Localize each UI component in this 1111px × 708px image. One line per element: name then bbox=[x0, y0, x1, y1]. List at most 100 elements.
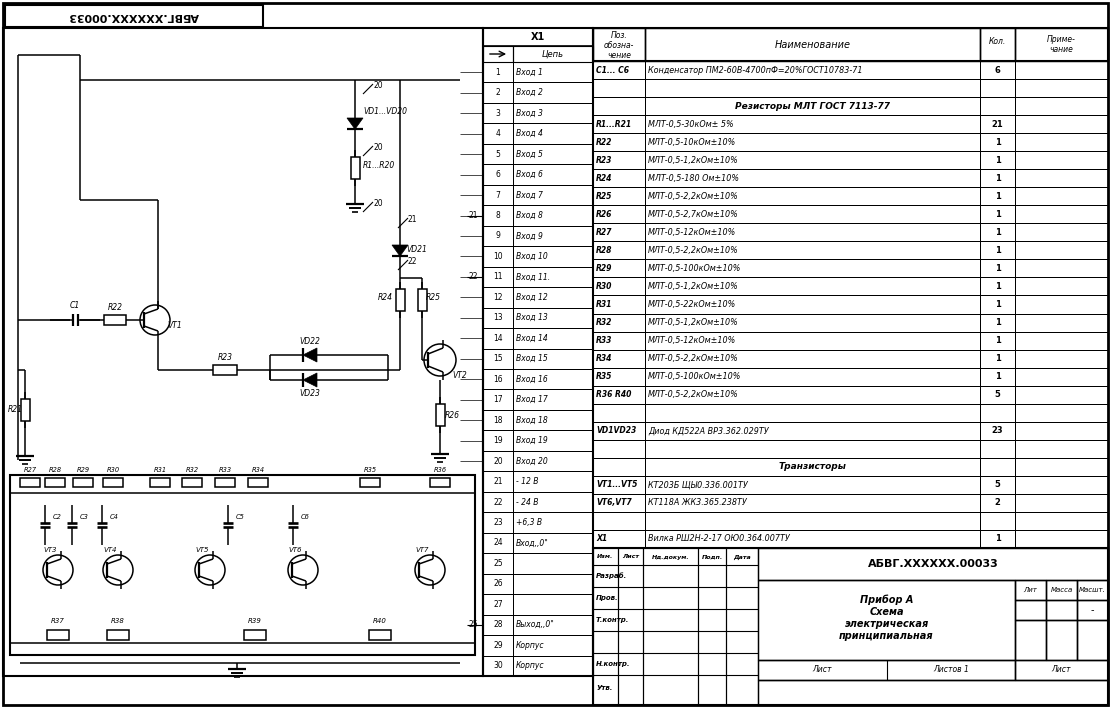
Bar bbox=[483, 82, 513, 103]
Text: R31: R31 bbox=[153, 467, 167, 473]
Text: 2: 2 bbox=[496, 88, 500, 97]
Bar bbox=[483, 226, 513, 246]
Bar bbox=[593, 115, 645, 133]
Bar bbox=[1015, 61, 1108, 79]
Bar bbox=[1015, 331, 1108, 350]
Bar bbox=[20, 399, 30, 421]
Bar bbox=[216, 478, 236, 487]
Bar bbox=[483, 656, 513, 676]
Bar bbox=[369, 630, 391, 640]
Bar bbox=[645, 205, 980, 223]
Bar bbox=[483, 594, 513, 615]
Text: 7: 7 bbox=[496, 190, 500, 200]
Bar bbox=[483, 348, 513, 369]
Bar bbox=[645, 259, 980, 278]
Bar bbox=[593, 187, 645, 205]
Bar bbox=[980, 494, 1015, 512]
Bar bbox=[593, 350, 645, 367]
Text: 6: 6 bbox=[496, 170, 500, 179]
Bar bbox=[1015, 660, 1108, 680]
Text: МЛТ-0,5-22кОм±10%: МЛТ-0,5-22кОм±10% bbox=[648, 300, 737, 309]
Text: R32: R32 bbox=[186, 467, 199, 473]
Text: R39: R39 bbox=[248, 618, 262, 624]
Bar bbox=[1015, 476, 1108, 494]
Text: C1... C6: C1... C6 bbox=[595, 66, 629, 74]
Text: Вход 15: Вход 15 bbox=[516, 354, 548, 363]
Bar bbox=[182, 478, 202, 487]
Text: МЛТ-0,5-12кОм±10%: МЛТ-0,5-12кОм±10% bbox=[648, 228, 737, 237]
Text: 28: 28 bbox=[493, 620, 503, 629]
Text: R23: R23 bbox=[218, 353, 232, 362]
Text: VD21: VD21 bbox=[406, 244, 427, 253]
Bar bbox=[593, 152, 645, 169]
Bar bbox=[513, 246, 593, 267]
Text: Кол.: Кол. bbox=[989, 37, 1007, 45]
Text: МЛТ-0,5-1,2кОм±10%: МЛТ-0,5-1,2кОм±10% bbox=[648, 282, 739, 291]
Text: Вход 12: Вход 12 bbox=[516, 293, 548, 302]
Text: 1: 1 bbox=[994, 173, 1000, 183]
Text: VT2: VT2 bbox=[452, 370, 467, 379]
Bar bbox=[360, 478, 380, 487]
Text: 1: 1 bbox=[994, 156, 1000, 165]
Bar bbox=[483, 103, 513, 123]
Text: Пров.: Пров. bbox=[595, 595, 619, 601]
Text: 10: 10 bbox=[493, 252, 503, 261]
Bar bbox=[593, 404, 645, 422]
Bar bbox=[1015, 223, 1108, 241]
Bar bbox=[513, 615, 593, 635]
Bar bbox=[3, 28, 483, 676]
Text: 1: 1 bbox=[994, 282, 1000, 291]
Text: R36: R36 bbox=[433, 467, 447, 473]
Bar bbox=[593, 548, 618, 705]
Text: R21: R21 bbox=[8, 406, 23, 414]
Text: чание: чание bbox=[1050, 45, 1073, 55]
Bar bbox=[436, 404, 444, 426]
Bar bbox=[645, 97, 980, 115]
Text: R36 R40: R36 R40 bbox=[595, 390, 631, 399]
Bar bbox=[1015, 79, 1108, 97]
Bar bbox=[593, 422, 645, 440]
Text: 6: 6 bbox=[994, 66, 1000, 74]
Bar bbox=[150, 478, 170, 487]
Bar bbox=[645, 61, 980, 79]
Text: C4: C4 bbox=[110, 514, 119, 520]
Text: R38: R38 bbox=[111, 618, 124, 624]
Bar bbox=[513, 573, 593, 594]
Bar bbox=[645, 386, 980, 404]
Text: МЛТ-0,5-12кОм±10%: МЛТ-0,5-12кОм±10% bbox=[648, 336, 737, 345]
Polygon shape bbox=[392, 245, 408, 256]
Bar bbox=[593, 386, 645, 404]
Bar bbox=[1015, 169, 1108, 187]
Bar bbox=[645, 115, 980, 133]
Text: 9: 9 bbox=[496, 232, 500, 241]
Text: Прибор А: Прибор А bbox=[860, 595, 913, 605]
Bar bbox=[1015, 440, 1108, 458]
Bar bbox=[1015, 278, 1108, 295]
Text: МЛТ-0,5-100кОм±10%: МЛТ-0,5-100кОм±10% bbox=[648, 264, 741, 273]
Bar bbox=[645, 494, 980, 512]
Bar bbox=[483, 513, 513, 532]
Bar bbox=[483, 532, 513, 553]
Bar bbox=[483, 28, 593, 676]
Bar bbox=[513, 513, 593, 532]
Text: Лист: Лист bbox=[622, 554, 639, 559]
Text: МЛТ-0,5-2,2кОм±10%: МЛТ-0,5-2,2кОм±10% bbox=[648, 390, 739, 399]
Text: R30: R30 bbox=[107, 467, 120, 473]
Text: VT4: VT4 bbox=[103, 547, 117, 553]
Text: Резисторы МЛТ ГОСТ 7113-77: Резисторы МЛТ ГОСТ 7113-77 bbox=[735, 101, 890, 110]
Text: R23: R23 bbox=[595, 156, 612, 165]
Bar bbox=[1015, 187, 1108, 205]
Text: Корпус: Корпус bbox=[516, 661, 544, 670]
Text: 1: 1 bbox=[994, 318, 1000, 327]
Bar bbox=[593, 278, 645, 295]
Bar bbox=[980, 169, 1015, 187]
Bar bbox=[483, 492, 513, 513]
Bar bbox=[980, 440, 1015, 458]
Text: Корпус: Корпус bbox=[516, 641, 544, 650]
Text: R1...R21: R1...R21 bbox=[595, 120, 632, 129]
Bar bbox=[593, 548, 1108, 705]
Bar bbox=[513, 389, 593, 410]
Text: VT1: VT1 bbox=[167, 321, 182, 329]
Text: 1: 1 bbox=[994, 336, 1000, 345]
Bar bbox=[483, 123, 513, 144]
